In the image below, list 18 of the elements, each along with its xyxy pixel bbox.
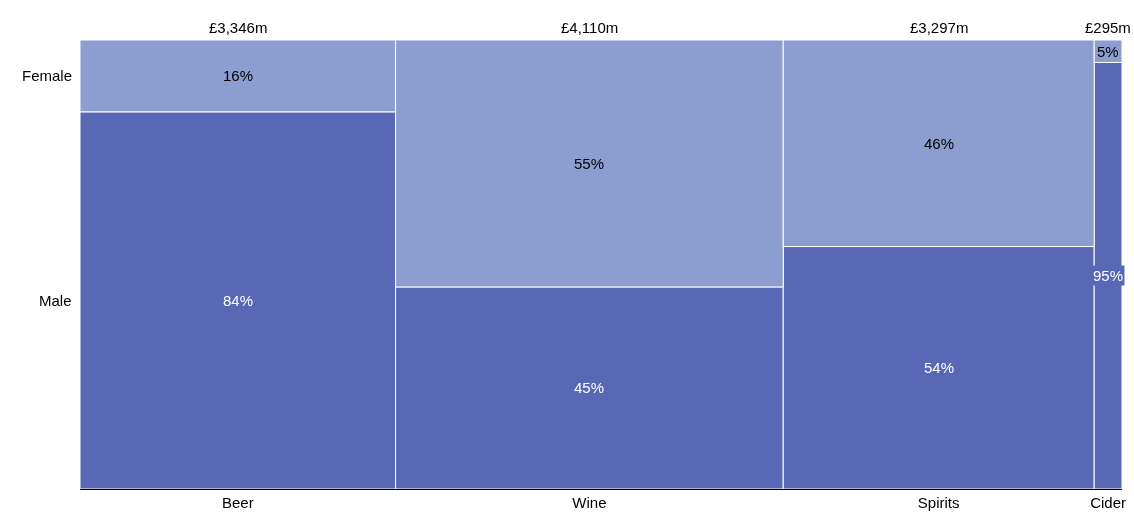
data-label: 84% [223,292,254,309]
x-tick-label: Wine [572,494,607,511]
x-tick-label: Cider [1090,494,1127,511]
data-label: 45% [574,379,605,396]
annotation: £4,110m [561,19,619,36]
series-label: Female [22,67,73,84]
data-label: 54% [924,359,955,376]
x-tick-label: Spirits [917,494,960,511]
data-label: 95% [1093,267,1124,284]
data-label: 55% [574,155,605,172]
data-label: 5% [1097,43,1119,60]
annotation: £3,346m [209,19,268,36]
series-label: Male [39,292,72,309]
annotation: £295m [1085,19,1131,36]
data-label: 16% [223,67,254,84]
x-tick-label: Beer [221,494,254,511]
data-label: 46% [924,135,955,152]
annotation: £3,297m [910,19,969,36]
